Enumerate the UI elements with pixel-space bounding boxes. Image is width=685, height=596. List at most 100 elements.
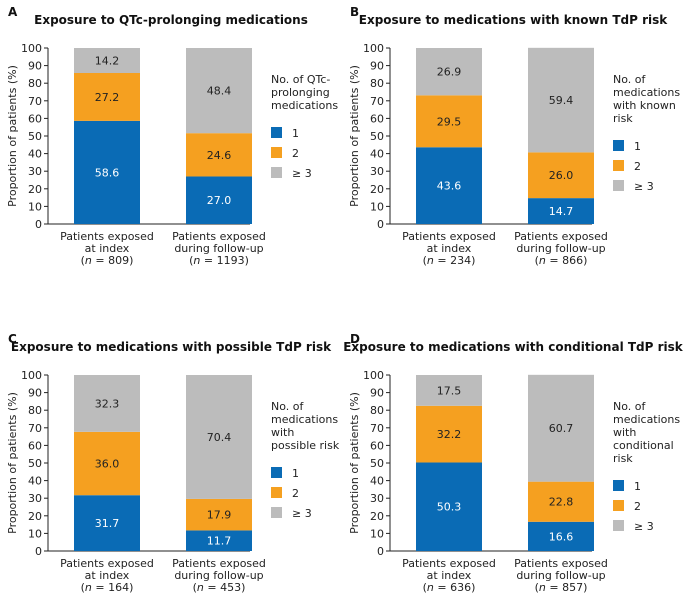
n-prefix: ( xyxy=(189,254,193,267)
y-tick-label: 50 xyxy=(370,457,384,470)
y-tick-label: 0 xyxy=(35,218,42,231)
y-tick-label: 80 xyxy=(370,77,384,90)
legend-label: 1 xyxy=(292,127,299,140)
legend-swatch-2 xyxy=(271,147,282,158)
y-tick-label: 40 xyxy=(370,475,384,488)
legend-label: 1 xyxy=(292,467,299,480)
x-category-n: (n = 164) xyxy=(81,581,134,594)
y-tick-label: 30 xyxy=(28,165,42,178)
x-category-label: during follow-up xyxy=(516,569,605,582)
y-tick-label: 70 xyxy=(28,95,42,108)
n-suffix: = 234) xyxy=(434,254,476,267)
bar-segment-2-2 xyxy=(528,481,594,522)
bar-segment-1-3 xyxy=(416,48,482,96)
legend-swatch-1 xyxy=(271,467,282,478)
x-category-label: Patients exposed xyxy=(402,230,496,243)
n-suffix: = 453) xyxy=(204,581,246,594)
data-label: 26.0 xyxy=(549,169,574,182)
y-axis-label: Proportion of patients (%) xyxy=(6,65,19,207)
data-label: 58.6 xyxy=(95,166,120,179)
y-tick-label: 20 xyxy=(370,183,384,196)
x-category-label: at index xyxy=(85,569,130,582)
y-tick-label: 70 xyxy=(370,95,384,108)
bar-segment-1-1 xyxy=(416,462,482,551)
bar-segment-1-2 xyxy=(416,95,482,148)
legend-label: ≥ 3 xyxy=(292,507,312,520)
legend-title: No. of xyxy=(613,400,646,413)
x-category-label: during follow-up xyxy=(174,242,263,255)
data-label: 32.2 xyxy=(437,428,462,441)
panel-letter: B xyxy=(350,5,359,19)
legend-label: ≥ 3 xyxy=(292,167,312,180)
y-tick-label: 10 xyxy=(370,527,384,540)
data-label: 27.2 xyxy=(95,91,120,104)
x-category-label: Patients exposed xyxy=(60,557,154,570)
y-tick-label: 100 xyxy=(21,369,42,382)
bar-segment-2-2 xyxy=(186,133,252,177)
y-tick-label: 10 xyxy=(28,527,42,540)
x-category-n: (n = 636) xyxy=(423,581,476,594)
y-tick-label: 40 xyxy=(370,148,384,161)
y-tick-label: 70 xyxy=(370,422,384,435)
x-category-label: at index xyxy=(427,242,472,255)
n-prefix: ( xyxy=(81,581,85,594)
x-category-n: (n = 1193) xyxy=(189,254,249,267)
y-tick-label: 50 xyxy=(28,130,42,143)
legend-label: 2 xyxy=(292,147,299,160)
legend-swatch-2 xyxy=(613,160,624,171)
panel-title: Exposure to medications with possible Td… xyxy=(11,340,332,354)
n-variable: n xyxy=(427,581,434,594)
x-category-label: Patients exposed xyxy=(402,557,496,570)
data-label: 59.4 xyxy=(549,94,574,107)
x-category-label: Patients exposed xyxy=(60,230,154,243)
y-tick-label: 100 xyxy=(363,369,384,382)
x-category-label: during follow-up xyxy=(174,569,263,582)
data-label: 17.9 xyxy=(207,509,232,522)
legend-swatch-3 xyxy=(613,180,624,191)
bar-segment-2-1 xyxy=(186,176,252,224)
n-prefix: ( xyxy=(535,254,539,267)
x-category-label: during follow-up xyxy=(516,242,605,255)
legend-title: with xyxy=(271,426,294,439)
n-suffix: = 809) xyxy=(92,254,134,267)
legend-label: 1 xyxy=(634,480,641,493)
y-tick-label: 60 xyxy=(28,112,42,125)
legend-title: No. of xyxy=(271,400,304,413)
bar-segment-1-3 xyxy=(74,375,140,432)
bar-segment-2-3 xyxy=(528,374,594,482)
legend-label: 1 xyxy=(634,140,641,153)
panel-title: Exposure to medications with conditional… xyxy=(343,340,684,354)
legend-swatch-3 xyxy=(613,520,624,531)
legend-title: medications xyxy=(271,413,338,426)
y-tick-label: 90 xyxy=(370,387,384,400)
y-tick-label: 0 xyxy=(377,218,384,231)
y-tick-label: 50 xyxy=(370,130,384,143)
bar-segment-2-3 xyxy=(186,48,252,134)
legend-swatch-1 xyxy=(613,140,624,151)
y-tick-label: 10 xyxy=(28,200,42,213)
data-label: 29.5 xyxy=(437,115,462,128)
n-variable: n xyxy=(193,254,200,267)
legend-title: conditional xyxy=(613,439,674,452)
x-category-label: Patients exposed xyxy=(172,230,266,243)
data-label: 14.2 xyxy=(95,54,120,67)
n-suffix: = 866) xyxy=(546,254,588,267)
y-tick-label: 80 xyxy=(28,404,42,417)
bar-segment-1-1 xyxy=(416,147,482,224)
y-tick-label: 30 xyxy=(28,492,42,505)
n-prefix: ( xyxy=(535,581,539,594)
n-variable: n xyxy=(85,254,92,267)
y-tick-label: 70 xyxy=(28,422,42,435)
y-tick-label: 10 xyxy=(370,200,384,213)
n-prefix: ( xyxy=(81,254,85,267)
legend-title: medications xyxy=(271,99,338,112)
data-label: 14.7 xyxy=(549,205,574,218)
y-tick-label: 20 xyxy=(370,510,384,523)
n-prefix: ( xyxy=(193,581,197,594)
y-tick-label: 0 xyxy=(377,545,384,558)
bar-segment-1-1 xyxy=(74,495,140,551)
